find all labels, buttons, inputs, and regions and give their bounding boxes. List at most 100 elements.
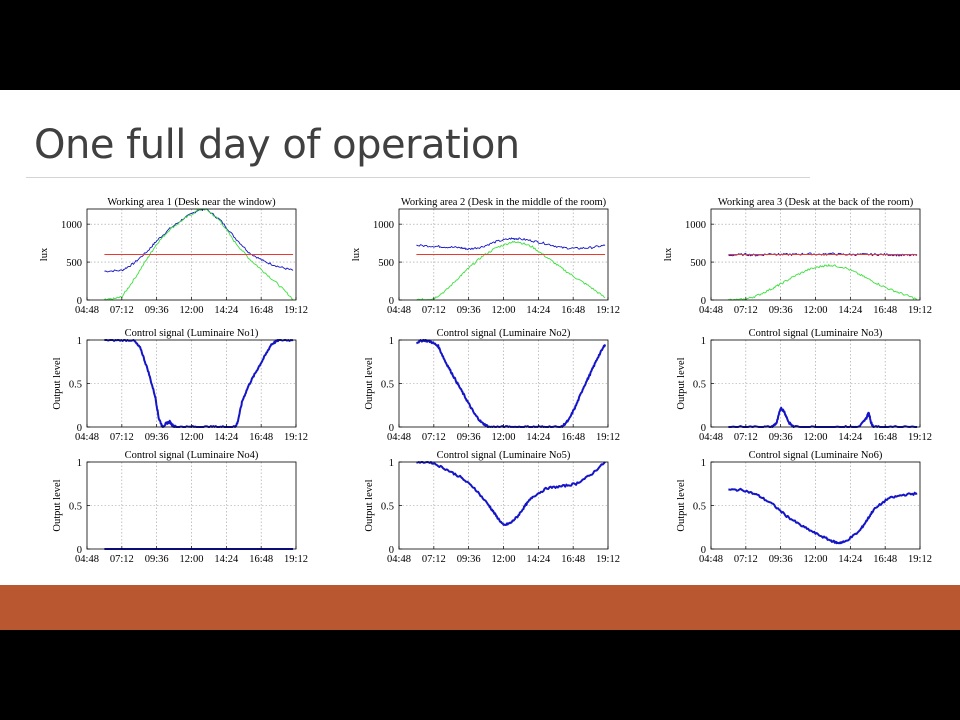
x-tick-label: 19:12 (908, 554, 932, 565)
y-tick-label: 0.5 (693, 502, 706, 513)
y-tick-label: 0 (701, 545, 706, 556)
y-tick-label: 0 (77, 296, 82, 307)
x-tick-label: 19:12 (596, 554, 620, 565)
subplot-3: 04:48 07:12 09:36 12:00 14:24 16:48 19:12 0 500 1… (663, 197, 932, 316)
figure-grid: 04:48 07:12 09:36 12:00 14:24 16:48 19:12 0 500 1… (39, 197, 932, 565)
chart-title: Control signal (Luminaire No2) (437, 328, 571, 339)
x-tick-label: 14:24 (526, 305, 551, 316)
y-tick-label: 0.5 (69, 380, 82, 391)
y-axis-label: Output level (52, 357, 63, 409)
y-tick-label: 500 (66, 258, 82, 269)
x-tick-label: 16:48 (249, 432, 273, 443)
series-line-2 (728, 264, 918, 301)
x-tick-label: 04:48 (75, 305, 99, 316)
y-axis-label: lux (39, 247, 50, 261)
x-tick-label: 07:12 (422, 305, 446, 316)
subplot-7: 04:48 07:12 09:36 12:00 14:24 16:48 19:12 0 0.5 1… (52, 450, 308, 565)
x-tick-label: 09:36 (145, 305, 169, 316)
x-tick-label: 14:24 (838, 305, 863, 316)
chart-title: Control signal (Luminaire No5) (437, 450, 571, 461)
subplot-2: 04:48 07:12 09:36 12:00 14:24 16:48 19:12 0 500 1… (351, 197, 620, 316)
x-tick-label: 07:12 (734, 432, 758, 443)
x-tick-label: 09:36 (769, 305, 793, 316)
x-tick-label: 09:36 (457, 305, 481, 316)
y-tick-label: 0 (389, 296, 394, 307)
x-tick-label: 14:24 (838, 554, 863, 565)
x-tick-label: 14:24 (526, 554, 551, 565)
x-tick-label: 16:48 (249, 305, 273, 316)
chart-title: Control signal (Luminaire No1) (125, 328, 259, 339)
subplot-4: 04:48 07:12 09:36 12:00 14:24 16:48 19:12 0 0.5 1… (52, 328, 308, 443)
x-tick-label: 16:48 (561, 305, 585, 316)
y-tick-label: 1000 (685, 220, 706, 231)
y-tick-label: 0 (77, 545, 82, 556)
y-tick-label: 1 (77, 336, 82, 347)
x-tick-label: 19:12 (908, 305, 932, 316)
x-tick-label: 16:48 (873, 432, 897, 443)
y-tick-label: 0.5 (693, 380, 706, 391)
y-tick-label: 0 (701, 423, 706, 434)
x-tick-label: 09:36 (457, 432, 481, 443)
y-axis-label: Output level (52, 479, 63, 531)
x-tick-label: 12:00 (492, 432, 516, 443)
y-tick-label: 1000 (61, 220, 82, 231)
x-tick-label: 09:36 (769, 432, 793, 443)
y-tick-label: 0.5 (69, 502, 82, 513)
x-tick-label: 12:00 (492, 554, 516, 565)
x-tick-label: 04:48 (387, 554, 411, 565)
series-line-2 (104, 208, 294, 301)
series-line-1 (728, 406, 918, 428)
x-tick-label: 19:12 (284, 432, 308, 443)
subplot-9: 04:48 07:12 09:36 12:00 14:24 16:48 19:12 0 0.5 1… (676, 450, 932, 565)
y-tick-label: 0 (701, 296, 706, 307)
x-tick-label: 19:12 (284, 305, 308, 316)
series-line-1 (104, 208, 294, 273)
y-axis-label: Output level (676, 357, 687, 409)
x-tick-label: 07:12 (734, 305, 758, 316)
x-tick-label: 16:48 (561, 432, 585, 443)
x-tick-label: 14:24 (214, 305, 239, 316)
series-line-1 (728, 487, 918, 545)
series-line-1 (416, 237, 606, 251)
x-tick-label: 07:12 (110, 305, 134, 316)
x-tick-label: 16:48 (873, 305, 897, 316)
subplot-1: 04:48 07:12 09:36 12:00 14:24 16:48 19:12 0 500 1… (39, 197, 308, 316)
x-tick-label: 04:48 (75, 554, 99, 565)
x-tick-label: 14:24 (526, 432, 551, 443)
x-tick-label: 14:24 (214, 432, 239, 443)
x-tick-label: 07:12 (110, 432, 134, 443)
x-tick-label: 12:00 (804, 432, 828, 443)
y-tick-label: 500 (690, 258, 706, 269)
x-tick-label: 07:12 (110, 554, 134, 565)
y-tick-label: 1 (389, 336, 394, 347)
x-tick-label: 04:48 (699, 432, 723, 443)
x-tick-label: 19:12 (596, 432, 620, 443)
y-tick-label: 1 (389, 458, 394, 469)
y-tick-label: 0.5 (381, 380, 394, 391)
x-tick-label: 19:12 (596, 305, 620, 316)
x-tick-label: 19:12 (908, 432, 932, 443)
x-tick-label: 04:48 (75, 432, 99, 443)
x-tick-label: 07:12 (734, 554, 758, 565)
y-axis-label: Output level (676, 479, 687, 531)
chart-title: Control signal (Luminaire No3) (749, 328, 883, 339)
x-tick-label: 09:36 (769, 554, 793, 565)
x-tick-label: 12:00 (180, 432, 204, 443)
x-tick-label: 09:36 (145, 554, 169, 565)
y-axis-label: lux (351, 247, 362, 261)
y-tick-label: 1 (77, 458, 82, 469)
title-divider (26, 177, 810, 178)
footer-band (0, 585, 960, 630)
x-tick-label: 16:48 (249, 554, 273, 565)
x-tick-label: 14:24 (838, 432, 863, 443)
chart-title: Control signal (Luminaire No6) (749, 450, 883, 461)
y-tick-label: 500 (378, 258, 394, 269)
y-tick-label: 0 (77, 423, 82, 434)
series-line-2 (416, 240, 606, 301)
y-axis-label: Output level (364, 357, 375, 409)
x-tick-label: 12:00 (492, 305, 516, 316)
slide: One full day of operation 04:48 07:12 09:3… (0, 90, 960, 630)
subplot-5: 04:48 07:12 09:36 12:00 14:24 16:48 19:12 0 0.5 1… (364, 328, 620, 443)
x-tick-label: 12:00 (804, 554, 828, 565)
subplot-6: 04:48 07:12 09:36 12:00 14:24 16:48 19:12 0 0.5 1… (676, 328, 932, 443)
